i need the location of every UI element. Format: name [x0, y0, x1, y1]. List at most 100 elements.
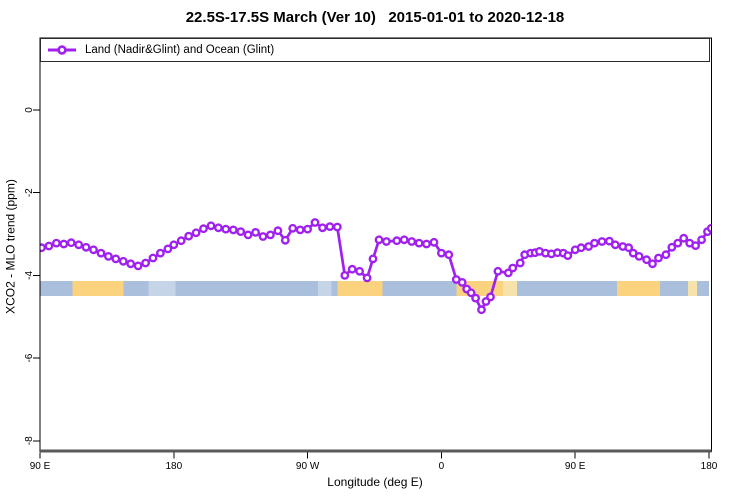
- data-point-marker: [392, 236, 402, 246]
- data-point-marker: [642, 255, 651, 265]
- data-point-marker: [444, 250, 454, 260]
- data-point-marker: [399, 235, 409, 245]
- data-point-marker: [477, 305, 486, 315]
- data-point-marker: [155, 248, 165, 258]
- y-axis-title: XCO2 - MLO trend (ppm): [3, 179, 18, 314]
- data-point-marker: [96, 248, 106, 258]
- data-point-marker: [133, 261, 143, 271]
- data-point-marker: [355, 266, 364, 276]
- data-point-marker: [74, 240, 84, 250]
- data-point-marker: [563, 251, 573, 261]
- data-point-marker: [251, 227, 261, 237]
- data-point-marker: [673, 238, 683, 248]
- map-strip-ocean: [123, 280, 338, 297]
- data-point-marker: [89, 245, 98, 255]
- legend-label: Land (Nadir&Glint) and Ocean (Glint): [85, 44, 275, 56]
- map-strip-land: [337, 280, 383, 297]
- map-strip-ocean: [517, 280, 617, 297]
- map-strip-land_pale: [503, 280, 518, 297]
- data-point-marker: [679, 233, 689, 243]
- data-point-marker: [368, 254, 378, 264]
- data-point-marker: [40, 243, 46, 253]
- data-point-marker: [191, 228, 201, 238]
- data-point-marker: [381, 237, 391, 246]
- chart-title: 22.5S-17.5S March (Ver 10) 2015-01-01 to…: [185, 9, 565, 26]
- data-point-marker: [414, 238, 424, 248]
- data-point-marker: [661, 250, 671, 260]
- data-point-marker: [590, 238, 599, 248]
- data-point-marker: [213, 223, 223, 233]
- map-strip-ocean_light: [318, 280, 332, 297]
- data-point-marker: [104, 251, 113, 261]
- map-strip-ocean: [382, 280, 457, 297]
- data-point-marker: [493, 266, 503, 276]
- data-point-marker: [634, 251, 644, 261]
- data-point-marker: [654, 253, 663, 263]
- data-point-marker: [576, 243, 586, 253]
- data-point-marker: [697, 235, 706, 245]
- data-point-marker: [422, 239, 431, 249]
- data-point-marker: [280, 235, 290, 245]
- data-point-marker: [667, 242, 677, 252]
- x-tick-label: 90 W: [296, 461, 320, 472]
- data-point-marker: [184, 231, 194, 241]
- data-point-marker: [515, 258, 525, 268]
- data-point-marker: [44, 241, 54, 251]
- y-tick-label: 0: [24, 107, 35, 113]
- data-point-marker: [265, 230, 275, 240]
- data-point-marker: [163, 244, 173, 254]
- data-point-marker: [118, 256, 128, 266]
- data-point-marker: [295, 225, 305, 235]
- data-point-marker: [66, 238, 76, 248]
- legend: Land (Nadir&Glint) and Ocean (Glint): [40, 38, 710, 62]
- x-tick-label: 90 E: [30, 461, 51, 472]
- x-tick-label: 90 E: [565, 461, 586, 472]
- data-point-marker: [605, 236, 614, 246]
- data-point-marker: [169, 240, 179, 250]
- data-point-marker: [141, 258, 151, 268]
- x-axis-title: Longitude (deg E): [327, 475, 423, 489]
- data-point-marker: [206, 221, 216, 231]
- data-point-marker: [221, 224, 231, 234]
- data-point-marker: [52, 238, 61, 248]
- data-point-marker: [148, 253, 158, 263]
- data-point-marker: [288, 223, 298, 233]
- data-point-marker: [340, 270, 350, 280]
- plot-area: [40, 218, 712, 315]
- data-point-marker: [236, 227, 246, 237]
- data-point-marker: [471, 293, 480, 303]
- data-point-marker: [332, 222, 342, 232]
- data-point-marker: [486, 292, 495, 302]
- data-point-marker: [436, 248, 446, 258]
- y-tick-label: -4: [24, 271, 35, 280]
- data-point-marker: [347, 264, 357, 274]
- data-point-marker: [624, 243, 634, 253]
- map-strip-ocean: [659, 280, 710, 297]
- map-strip-land_pale: [688, 280, 698, 297]
- data-point-marker: [258, 232, 268, 241]
- data-point-marker: [126, 259, 136, 269]
- data-point-marker: [325, 222, 335, 232]
- data-point-marker: [457, 277, 467, 287]
- data-point-marker: [111, 254, 121, 264]
- data-point-marker: [648, 259, 657, 269]
- data-point-marker: [429, 237, 439, 247]
- data-point-marker: [374, 235, 384, 245]
- legend-line-marker-icon: [48, 45, 76, 55]
- data-point-marker: [310, 218, 320, 227]
- data-point-marker: [597, 237, 607, 246]
- x-tick-label: 0: [439, 461, 445, 472]
- data-point-marker: [199, 224, 208, 234]
- data-point-marker: [228, 225, 238, 235]
- y-tick-label: -2: [24, 188, 35, 197]
- data-point-marker: [176, 236, 186, 246]
- data-point-marker: [466, 288, 476, 298]
- data-point-marker: [508, 263, 518, 273]
- map-strip-ocean_light: [148, 280, 176, 297]
- data-point-marker: [273, 226, 283, 236]
- data-point-marker: [407, 237, 417, 246]
- data-point-marker: [303, 224, 312, 234]
- y-tick-label: -8: [24, 436, 35, 445]
- data-point-marker: [362, 273, 372, 283]
